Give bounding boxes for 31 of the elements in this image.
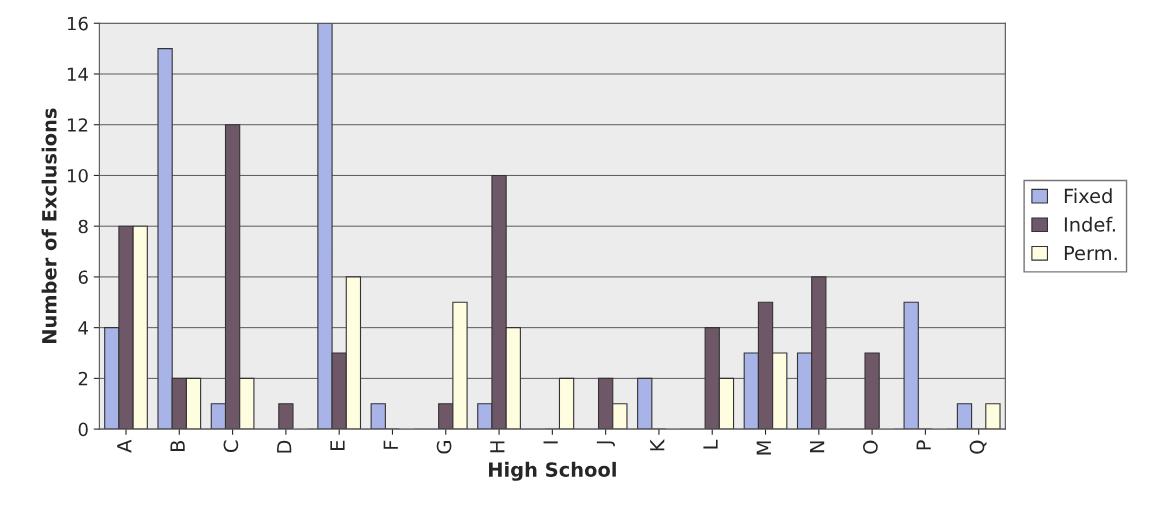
x-tick-label: L [703,439,718,449]
x-tick-label: M [756,441,771,455]
x-tick-label: C [223,440,239,453]
legend-label: Perm. [1064,245,1117,261]
x-tick-label: I [543,441,558,444]
y-tick-label: 16 [67,16,88,31]
y-tick-label: 14 [67,67,88,81]
x-tick-label: H [490,441,505,453]
y-tick-label: 4 [78,321,88,335]
legend-label: Indef. [1064,216,1115,232]
x-tick-label: A [117,439,132,453]
y-tick-label: 2 [78,371,88,386]
x-tick-label: P [916,440,931,450]
x-tick-label: D [277,440,292,453]
x-tick-label: F [383,440,398,449]
x-tick-label: B [170,440,185,451]
x-tick-label: O [863,440,878,454]
legend-label: Fixed [1064,188,1112,204]
y-tick-label: 6 [78,270,88,285]
x-tick-label: J [596,441,615,447]
x-tick-label: Q [969,440,987,454]
x-tick-label: N [810,441,825,453]
y-tick-label: 0 [78,422,88,437]
x-axis-title: High School [489,461,616,481]
x-tick-label: E [330,440,345,450]
x-tick-label: G [436,441,452,454]
y-tick-label: 12 [67,118,88,132]
y-axis-title: Number of Exclusions [41,108,57,344]
y-tick-label: 8 [78,219,88,234]
y-tick-label: 10 [67,168,88,183]
x-tick-label: K [650,439,665,451]
